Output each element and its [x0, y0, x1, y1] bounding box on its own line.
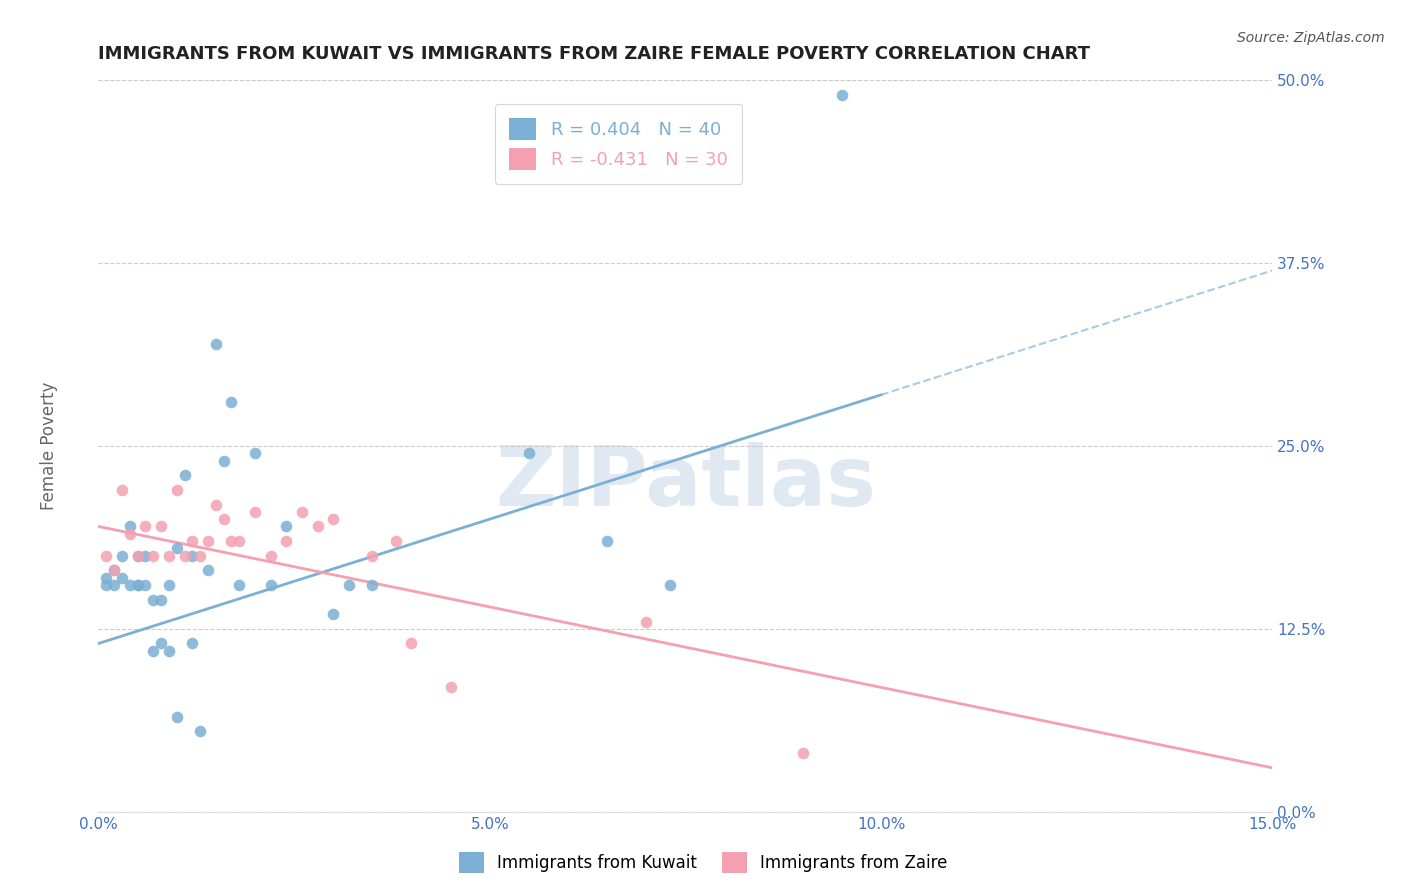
Point: [205, 336, 228, 351]
Point: [166, 483, 188, 497]
Point: [118, 519, 141, 533]
Point: [307, 519, 329, 533]
Point: [517, 446, 540, 460]
Point: [221, 395, 243, 409]
Point: [157, 644, 180, 658]
Point: [142, 549, 165, 563]
Point: [181, 636, 204, 650]
Point: [111, 571, 134, 585]
Point: [596, 534, 619, 549]
Point: [439, 681, 461, 695]
Point: [157, 549, 180, 563]
Point: [173, 549, 195, 563]
Point: [205, 498, 228, 512]
Point: [150, 592, 173, 607]
Point: [103, 563, 125, 577]
Point: [221, 534, 243, 549]
Text: Source: ZipAtlas.com: Source: ZipAtlas.com: [1237, 31, 1385, 45]
Legend: Immigrants from Kuwait, Immigrants from Zaire: Immigrants from Kuwait, Immigrants from …: [451, 846, 955, 880]
Point: [259, 578, 281, 592]
Point: [181, 534, 204, 549]
Point: [276, 534, 298, 549]
Point: [127, 549, 149, 563]
Point: [291, 505, 314, 519]
Point: [337, 578, 360, 592]
Point: [322, 512, 344, 526]
Point: [792, 746, 814, 760]
Point: [401, 636, 423, 650]
Point: [322, 607, 344, 622]
Point: [103, 563, 125, 577]
Point: [831, 87, 853, 102]
Point: [127, 578, 149, 592]
Point: [276, 519, 298, 533]
Point: [361, 578, 384, 592]
Point: [197, 534, 219, 549]
Point: [134, 578, 156, 592]
Point: [127, 549, 149, 563]
Point: [385, 534, 408, 549]
Text: ZIPatlas: ZIPatlas: [495, 442, 876, 523]
Point: [361, 549, 384, 563]
Point: [134, 519, 156, 533]
Point: [636, 615, 658, 629]
Point: [228, 578, 250, 592]
Point: [212, 453, 235, 467]
Point: [96, 571, 118, 585]
Text: Female Poverty: Female Poverty: [41, 382, 58, 510]
Point: [212, 512, 235, 526]
Point: [118, 526, 141, 541]
Point: [157, 578, 180, 592]
Point: [111, 483, 134, 497]
Point: [181, 549, 204, 563]
Text: IMMIGRANTS FROM KUWAIT VS IMMIGRANTS FROM ZAIRE FEMALE POVERTY CORRELATION CHART: IMMIGRANTS FROM KUWAIT VS IMMIGRANTS FRO…: [98, 45, 1091, 63]
Point: [188, 724, 211, 739]
Point: [111, 549, 134, 563]
Point: [118, 578, 141, 592]
Point: [228, 534, 250, 549]
Point: [243, 505, 266, 519]
Point: [166, 709, 188, 723]
Point: [96, 578, 118, 592]
Point: [259, 549, 281, 563]
Point: [173, 468, 195, 483]
Point: [103, 578, 125, 592]
Point: [243, 446, 266, 460]
Point: [150, 636, 173, 650]
Point: [96, 549, 118, 563]
Point: [188, 549, 211, 563]
Point: [197, 563, 219, 577]
Point: [127, 578, 149, 592]
Point: [134, 549, 156, 563]
Point: [142, 592, 165, 607]
Point: [166, 541, 188, 556]
Point: [142, 644, 165, 658]
Point: [150, 519, 173, 533]
Legend: R = 0.404   N = 40, R = -0.431   N = 30: R = 0.404 N = 40, R = -0.431 N = 30: [495, 104, 742, 184]
Point: [658, 578, 681, 592]
